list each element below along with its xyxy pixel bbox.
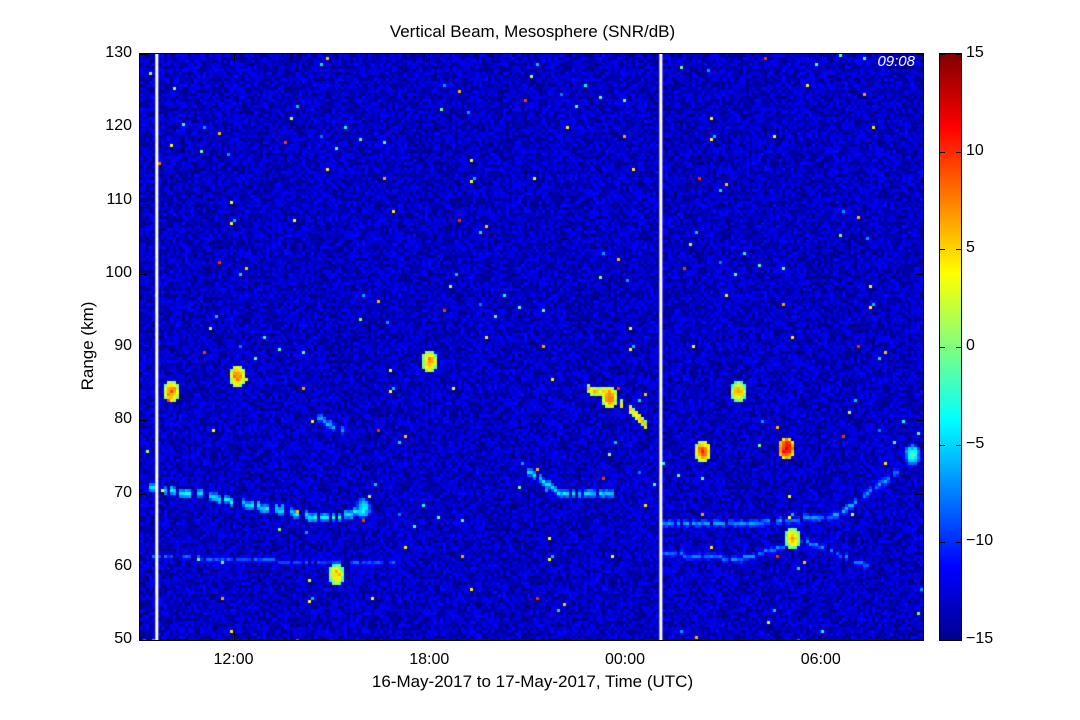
y-tick (140, 640, 147, 641)
y-tick (916, 273, 923, 275)
y-tick-label: 130 (105, 44, 132, 61)
y-tick-label: 70 (114, 483, 132, 501)
x-tick-label: 12:00 (213, 651, 254, 668)
colorbar-tick-label: 15 (966, 44, 984, 61)
y-tick (916, 420, 923, 422)
colorbar-tick (956, 444, 961, 446)
y-tick (916, 493, 923, 495)
y-tick (140, 566, 147, 568)
snr-heatmap (140, 54, 923, 640)
x-tick (429, 633, 431, 640)
chart-title: Vertical Beam, Mesosphere (SNR/dB) (389, 22, 676, 41)
colorbar-tick (940, 444, 945, 446)
timestamp-label: 09:08 (877, 53, 915, 70)
colorbar-tick-label: −5 (966, 434, 985, 452)
y-tick (140, 54, 147, 55)
x-tick-label: 06:00 (800, 651, 841, 668)
plot-area: 09:08 (139, 53, 924, 641)
colorbar-tick (956, 151, 961, 153)
x-tick (625, 633, 627, 640)
colorbar-tick (940, 249, 945, 251)
colorbar-tick (940, 151, 945, 153)
y-tick-label: 50 (114, 630, 132, 647)
colorbar-tick (956, 640, 961, 641)
y-tick (916, 127, 923, 129)
y-tick (140, 493, 147, 495)
colorbar-tick-label: 5 (966, 239, 975, 257)
x-tick (820, 633, 822, 640)
y-tick (140, 420, 147, 422)
colorbar (939, 53, 962, 641)
colorbar-tick (956, 54, 961, 55)
y-tick-label: 90 (114, 337, 132, 354)
y-tick-label: 60 (114, 556, 132, 574)
colorbar-tick (940, 542, 945, 544)
y-tick-label: 100 (105, 263, 132, 281)
y-tick-label: 80 (114, 410, 132, 428)
colorbar-tick (956, 542, 961, 544)
x-tick (429, 54, 431, 61)
y-tick (140, 200, 147, 202)
colorbar-tick (940, 347, 945, 348)
x-tick-label: 00:00 (604, 651, 646, 668)
x-tick-label: 18:00 (409, 651, 450, 668)
y-tick (916, 640, 923, 641)
y-tick (140, 347, 147, 348)
x-axis-label: 16-May-2017 to 17-May-2017, Time (UTC) (371, 672, 694, 691)
colorbar-tick (956, 249, 961, 251)
colorbar-tick-label: 10 (966, 141, 984, 159)
x-tick (820, 54, 822, 61)
colorbar-tick (940, 640, 945, 641)
y-tick-label: 110 (106, 190, 132, 208)
y-tick (916, 54, 923, 55)
y-tick (916, 200, 923, 202)
y-tick (140, 273, 147, 275)
colorbar-tick-label: −15 (966, 630, 994, 647)
x-tick (233, 633, 235, 640)
x-tick (625, 54, 627, 61)
y-tick (916, 347, 923, 348)
colorbar-tick-label: 0 (966, 337, 975, 354)
colorbar-tick (940, 54, 945, 55)
y-tick (916, 566, 923, 568)
y-tick-label: 120 (105, 117, 132, 135)
colorbar-tick (956, 347, 961, 348)
x-tick (233, 54, 235, 61)
colorbar-tick-label: −10 (966, 532, 994, 550)
y-tick (140, 127, 147, 129)
